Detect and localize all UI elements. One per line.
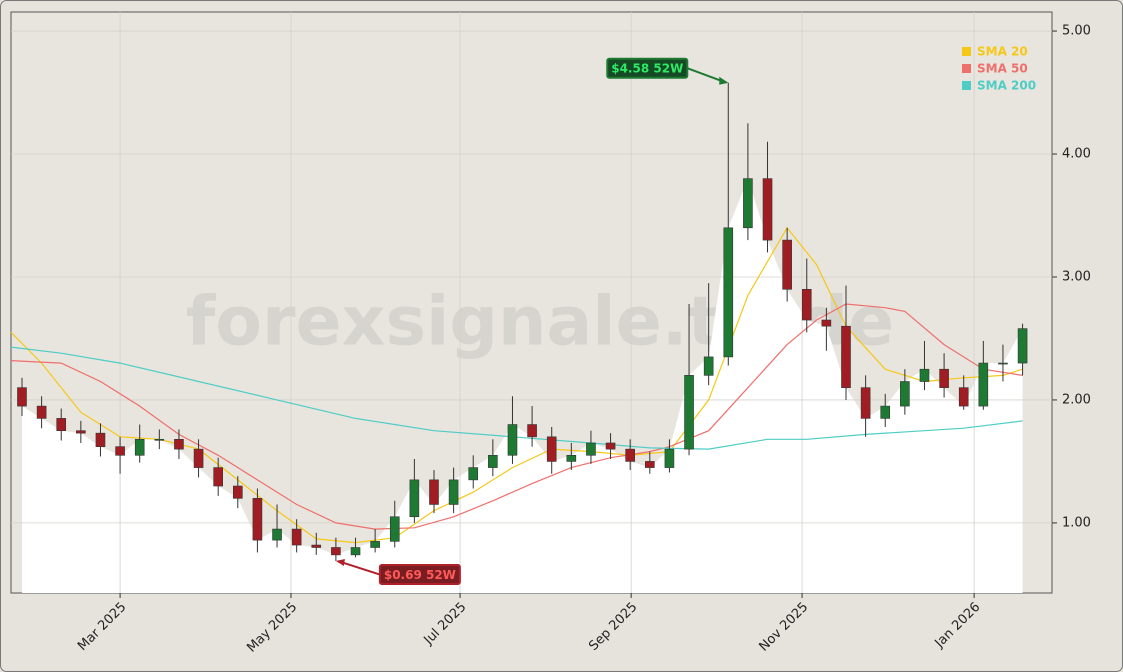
legend-swatch <box>962 64 971 73</box>
candle-body <box>429 479 439 505</box>
candle-body <box>605 442 616 450</box>
candle-body <box>252 498 263 541</box>
candle-body <box>36 405 47 419</box>
annotation-box <box>606 57 689 79</box>
candle-body <box>468 467 479 481</box>
legend-label: SMA 20 <box>977 45 1028 59</box>
legend-label: SMA 50 <box>977 62 1028 76</box>
y-tick-label: 1.00 <box>1062 515 1091 530</box>
candle-body <box>95 432 106 447</box>
y-tick-label: 3.00 <box>1062 269 1091 284</box>
candle-body <box>488 454 498 468</box>
y-tick-label: 5.00 <box>1062 24 1091 39</box>
candle-body <box>703 356 714 376</box>
candle-body <box>1017 328 1028 364</box>
candle-body <box>527 424 537 438</box>
candle-body <box>821 319 832 327</box>
candle-body <box>939 368 949 388</box>
candle-body <box>664 448 675 468</box>
candle-body <box>566 454 577 462</box>
candle-body <box>586 442 596 456</box>
candle-body <box>762 178 773 241</box>
candle-body <box>860 387 871 419</box>
plot-layer <box>21 178 1023 593</box>
candle-body <box>448 479 459 505</box>
candle-body <box>154 438 165 441</box>
candle-body <box>311 544 322 548</box>
candle-body <box>193 448 204 468</box>
candle-body <box>56 418 67 431</box>
candle-body <box>998 362 1008 365</box>
candle-body <box>625 448 635 462</box>
candle-body <box>370 541 380 548</box>
candle-body <box>389 516 400 542</box>
candle-body <box>958 387 969 407</box>
annotation-label: $0.69 52W <box>384 568 456 582</box>
candle-body <box>213 467 223 487</box>
candle-body <box>978 362 989 407</box>
candle-body <box>546 436 557 462</box>
legend-swatch <box>962 47 971 56</box>
candle-body <box>880 405 891 419</box>
candle-body <box>409 479 420 518</box>
candle-body <box>684 375 694 450</box>
candle-body <box>900 381 910 407</box>
price-area <box>21 178 1023 593</box>
candle-body <box>782 239 792 290</box>
candle-body <box>841 325 851 388</box>
candle-body <box>801 288 812 321</box>
candle-body <box>134 438 145 456</box>
legend-swatch <box>962 81 971 90</box>
legend-label: SMA 200 <box>977 79 1036 93</box>
candle-body <box>76 430 86 434</box>
annotation-arrow <box>337 560 381 576</box>
candle-body <box>743 178 753 229</box>
y-tick-label: 2.00 <box>1062 392 1091 407</box>
candle-body <box>645 461 655 468</box>
candle-body <box>507 424 518 456</box>
candle-body <box>350 547 361 556</box>
candle-body <box>17 387 27 407</box>
candle-body <box>174 438 184 450</box>
annotation-label: $4.58 52W <box>611 62 683 76</box>
candle-body <box>331 547 341 556</box>
candle-body <box>919 368 930 382</box>
arrow-head <box>335 559 345 567</box>
y-tick-label: 4.00 <box>1062 147 1091 162</box>
candle-body <box>272 528 282 541</box>
candle-body <box>232 485 243 499</box>
candle-body <box>723 227 734 358</box>
arrow-head <box>719 76 729 85</box>
candle-body <box>115 446 125 456</box>
annotation-box <box>378 564 461 586</box>
candle-body <box>291 528 302 546</box>
